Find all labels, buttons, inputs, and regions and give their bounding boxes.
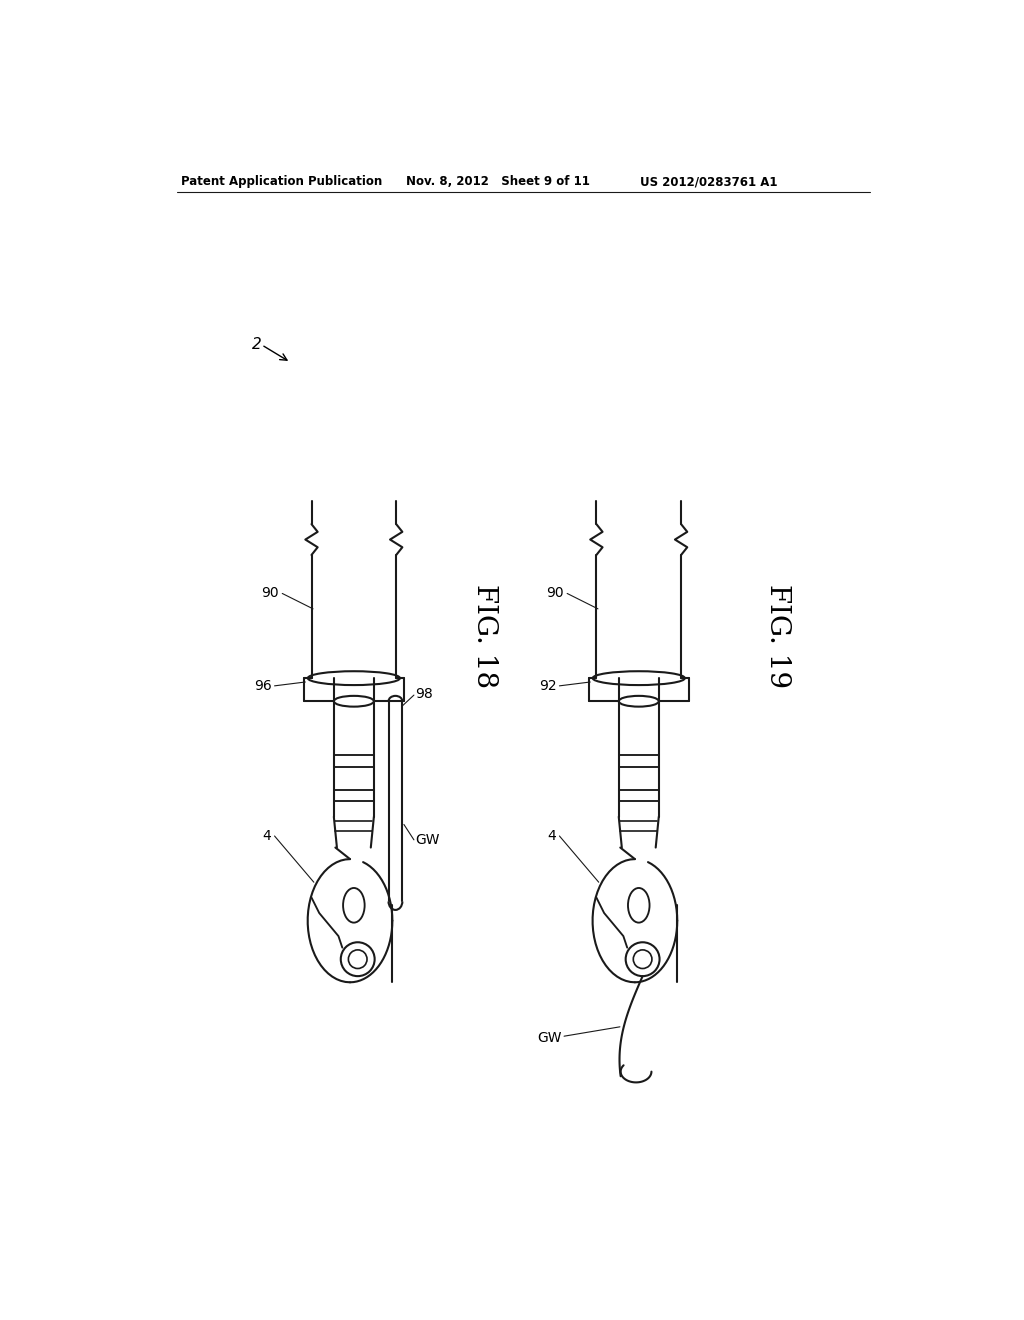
Text: US 2012/0283761 A1: US 2012/0283761 A1 [640, 176, 778, 189]
Text: 92: 92 [539, 678, 556, 693]
Text: FIG. 18: FIG. 18 [471, 583, 499, 688]
Text: 2: 2 [252, 337, 262, 352]
Text: Nov. 8, 2012   Sheet 9 of 11: Nov. 8, 2012 Sheet 9 of 11 [407, 176, 590, 189]
Text: GW: GW [416, 833, 440, 847]
Text: 4: 4 [548, 829, 556, 843]
Text: FIG. 19: FIG. 19 [764, 583, 791, 688]
Text: Patent Application Publication: Patent Application Publication [180, 176, 382, 189]
Text: GW: GW [538, 1031, 562, 1044]
Text: 4: 4 [263, 829, 271, 843]
Text: 90: 90 [261, 586, 280, 601]
Text: 96: 96 [254, 678, 271, 693]
Text: 90: 90 [547, 586, 564, 601]
Text: 98: 98 [416, 686, 433, 701]
